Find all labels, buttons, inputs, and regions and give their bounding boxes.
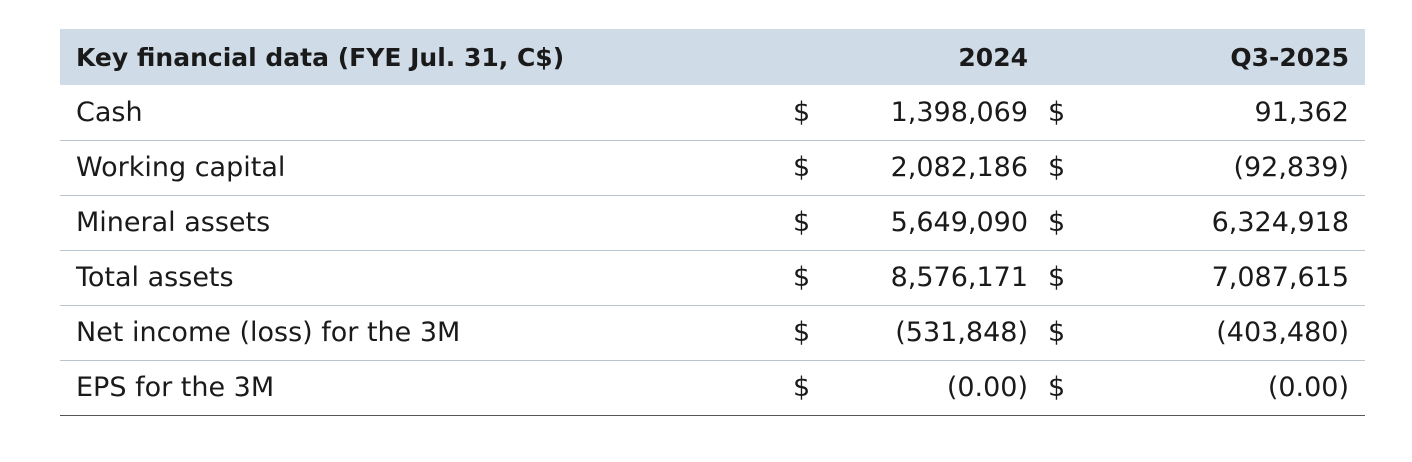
currency-symbol: $ (1048, 152, 1066, 183)
value-q3-2025: (0.00) (1267, 372, 1349, 403)
header-spacer-1 (793, 29, 853, 85)
currency-symbol: $ (1048, 207, 1066, 238)
value-2024: 5,649,090 (890, 207, 1028, 238)
row-label: Cash (76, 96, 143, 128)
row-label: Total assets (76, 262, 234, 293)
header-label: Key financial data (FYE Jul. 31, C$) (76, 42, 565, 72)
currency-symbol: $ (793, 207, 811, 238)
value-q3-2025: (92,839) (1233, 152, 1349, 183)
row-label: Mineral assets (76, 207, 271, 238)
table-header-row: Key financial data (FYE Jul. 31, C$) 202… (60, 29, 1365, 85)
value-q3-2025: 7,087,615 (1211, 262, 1349, 293)
value-2024: (0.00) (946, 372, 1028, 403)
currency-symbol: $ (793, 317, 811, 348)
financial-data-table: Key financial data (FYE Jul. 31, C$) 202… (60, 29, 1365, 416)
value-2024: 1,398,069 (890, 96, 1028, 128)
table-row: Total assets $ 8,576,171 $ 7,087,615 (60, 250, 1365, 305)
header-spacer-2 (1028, 29, 1088, 85)
table-row: Working capital $ 2,082,186 $ (92,839) (60, 140, 1365, 195)
table-row: Mineral assets $ 5,649,090 $ 6,324,918 (60, 195, 1365, 250)
currency-symbol: $ (1048, 372, 1066, 403)
value-q3-2025: (403,480) (1216, 317, 1349, 348)
financial-table-container: Key financial data (FYE Jul. 31, C$) 202… (60, 29, 1365, 416)
value-2024: 8,576,171 (890, 262, 1028, 293)
currency-symbol: $ (793, 152, 811, 183)
header-2024: 2024 (958, 42, 1028, 72)
value-q3-2025: 91,362 (1254, 96, 1349, 128)
currency-symbol: $ (793, 262, 811, 293)
value-2024: (531,848) (895, 317, 1028, 348)
row-label: Working capital (76, 152, 286, 183)
value-2024: 2,082,186 (890, 152, 1028, 183)
currency-symbol: $ (793, 96, 811, 128)
currency-symbol: $ (1048, 317, 1066, 348)
row-label: Net income (loss) for the 3M (76, 317, 461, 348)
table-row: EPS for the 3M $ (0.00) $ (0.00) (60, 360, 1365, 415)
header-q3-2025: Q3-2025 (1230, 42, 1349, 72)
currency-symbol: $ (1048, 262, 1066, 293)
value-q3-2025: 6,324,918 (1211, 207, 1349, 238)
row-label: EPS for the 3M (76, 372, 275, 403)
currency-symbol: $ (1048, 96, 1066, 128)
table-row: Cash $ 1,398,069 $ 91,362 (60, 85, 1365, 140)
table-row: Net income (loss) for the 3M $ (531,848)… (60, 305, 1365, 360)
currency-symbol: $ (793, 372, 811, 403)
